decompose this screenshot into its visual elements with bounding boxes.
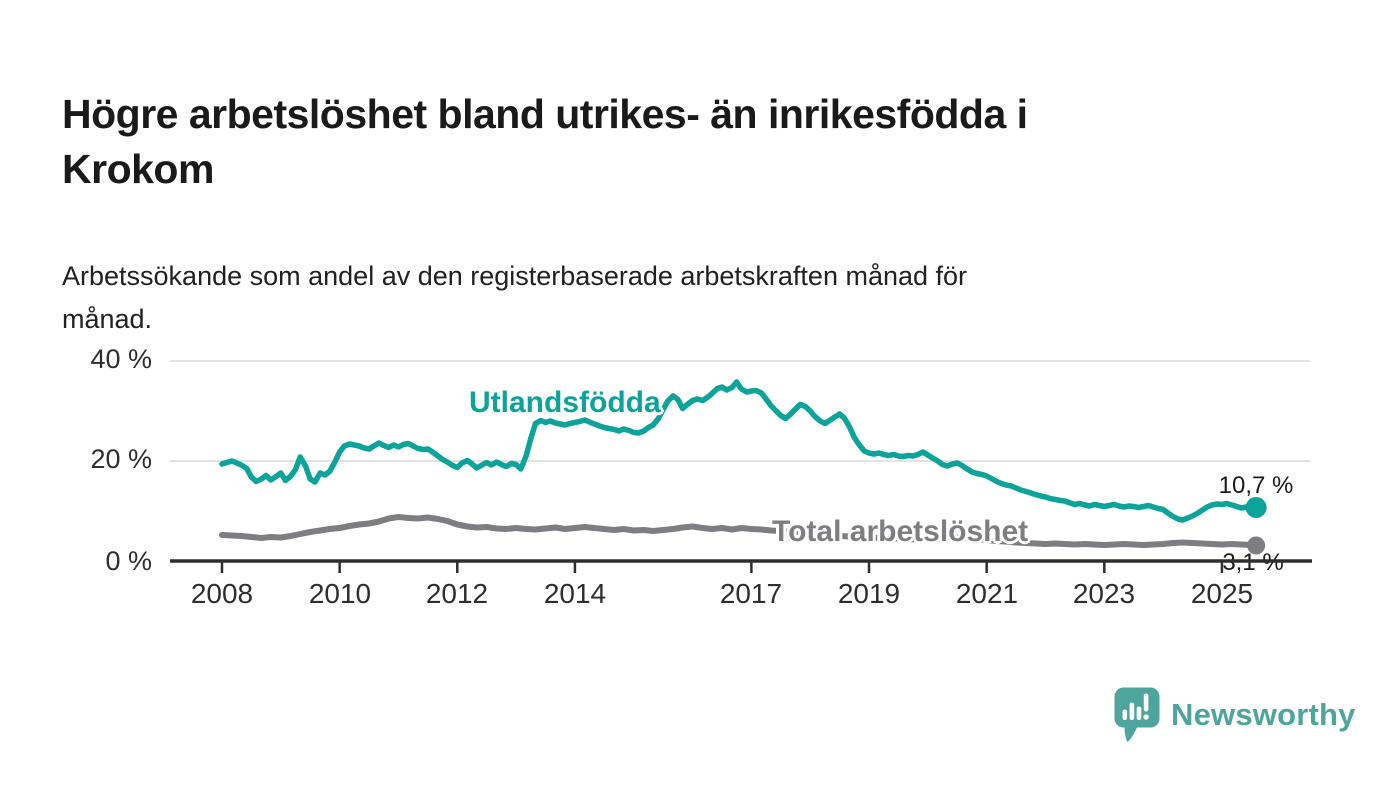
- teal-series-end-value: 10,7 %: [1218, 472, 1294, 499]
- x-axis-label-2019: 2019: [837, 578, 901, 609]
- x-axis-label-2010: 2010: [308, 578, 372, 609]
- x-axis-label-2021: 2021: [955, 578, 1019, 609]
- brand-name: Newsworthy: [1171, 697, 1356, 732]
- x-axis-label-2017: 2017: [719, 578, 783, 609]
- y-axis-label-0: 0 %: [105, 546, 152, 576]
- x-axis-label-2025: 2025: [1190, 578, 1254, 609]
- subtitle-line-1: Arbetssökande som andel av den registerb…: [62, 261, 968, 291]
- brand-footer: Newsworthy: [1113, 686, 1356, 744]
- series-label-utlandsfodda: Utlandsfödda: [469, 386, 661, 419]
- x-axis-ticks: [220, 561, 1224, 573]
- x-axis-label-2012: 2012: [425, 578, 489, 609]
- page-title: Högre arbetslöshet bland utrikes- än inr…: [62, 87, 1242, 197]
- x-axis-label-2014: 2014: [543, 578, 607, 609]
- newsworthy-logo-icon: [1114, 687, 1160, 742]
- chart-subtitle: Arbetssökande som andel av den registerb…: [62, 255, 1262, 341]
- y-axis-label-40: 40 %: [90, 344, 152, 374]
- series-lines: [219, 379, 1267, 555]
- x-axis-label-2023: 2023: [1072, 578, 1136, 609]
- y-axis-label-20: 20 %: [90, 444, 152, 474]
- subtitle-line-2: månad.: [62, 304, 153, 334]
- title-line-1: Högre arbetslöshet bland utrikes- än inr…: [62, 91, 1028, 138]
- gridlines: [170, 360, 1310, 462]
- x-axis-label-2008: 2008: [190, 578, 254, 609]
- series-label-total-arbetsloshet: Total arbetslöshet: [772, 515, 1029, 548]
- title-line-2: Krokom: [62, 146, 214, 193]
